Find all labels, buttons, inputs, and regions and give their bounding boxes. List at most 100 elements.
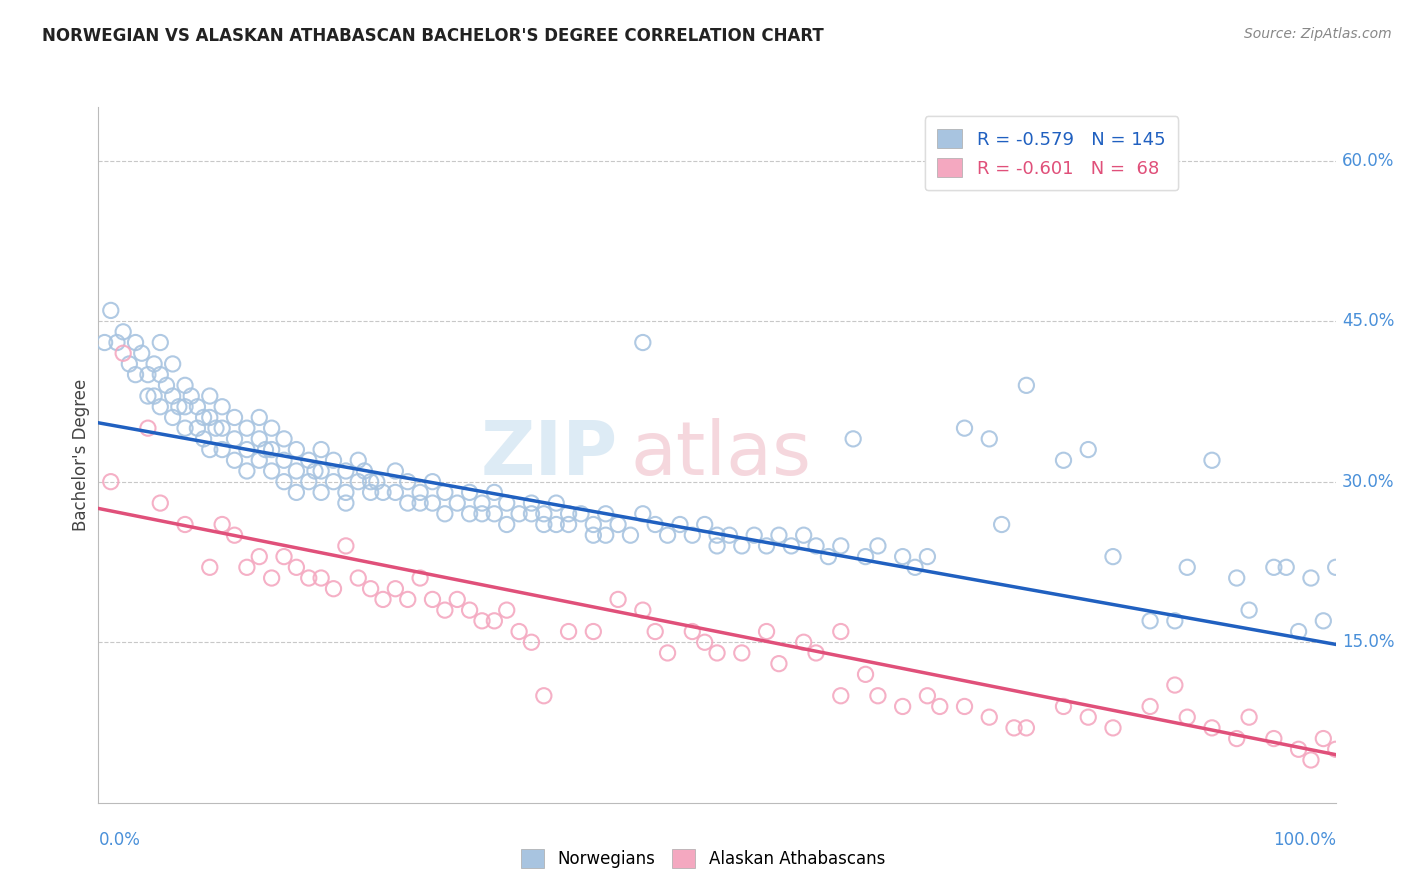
- Point: [433, 485, 456, 500]
- Point: [990, 517, 1012, 532]
- Point: [285, 560, 308, 574]
- Point: [186, 421, 208, 435]
- Point: [681, 624, 703, 639]
- Text: NORWEGIAN VS ALASKAN ATHABASCAN BACHELOR'S DEGREE CORRELATION CHART: NORWEGIAN VS ALASKAN ATHABASCAN BACHELOR…: [42, 27, 824, 45]
- Point: [557, 624, 579, 639]
- Point: [1263, 560, 1285, 574]
- Point: [484, 485, 506, 500]
- Point: [644, 624, 666, 639]
- Point: [143, 357, 166, 371]
- Point: [780, 539, 803, 553]
- Point: [1002, 721, 1025, 735]
- Point: [254, 442, 277, 457]
- Point: [100, 303, 122, 318]
- Point: [546, 496, 568, 510]
- Point: [304, 464, 326, 478]
- Point: [143, 389, 166, 403]
- Point: [1077, 442, 1099, 457]
- Point: [706, 528, 728, 542]
- Text: 0.0%: 0.0%: [98, 830, 141, 848]
- Point: [1077, 710, 1099, 724]
- Point: [260, 421, 283, 435]
- Point: [236, 442, 259, 457]
- Point: [520, 635, 543, 649]
- Point: [298, 453, 321, 467]
- Point: [247, 432, 270, 446]
- Point: [422, 496, 444, 510]
- Point: [706, 646, 728, 660]
- Point: [582, 624, 605, 639]
- Point: [546, 517, 568, 532]
- Point: [149, 368, 172, 382]
- Point: [124, 335, 146, 350]
- Point: [347, 453, 370, 467]
- Point: [669, 517, 692, 532]
- Point: [471, 507, 494, 521]
- Point: [1139, 699, 1161, 714]
- Point: [533, 517, 555, 532]
- Point: [582, 528, 605, 542]
- Point: [335, 485, 357, 500]
- Point: [1312, 614, 1334, 628]
- Point: [136, 368, 159, 382]
- Point: [149, 400, 172, 414]
- Point: [260, 442, 283, 457]
- Point: [1226, 731, 1249, 746]
- Point: [309, 571, 332, 585]
- Point: [508, 507, 530, 521]
- Point: [422, 592, 444, 607]
- Point: [371, 485, 394, 500]
- Point: [793, 635, 815, 649]
- Point: [557, 507, 579, 521]
- Point: [309, 485, 332, 500]
- Point: [657, 646, 679, 660]
- Point: [112, 325, 135, 339]
- Point: [693, 517, 716, 532]
- Point: [458, 603, 481, 617]
- Point: [891, 699, 914, 714]
- Point: [718, 528, 741, 542]
- Point: [979, 432, 1001, 446]
- Point: [953, 699, 976, 714]
- Point: [1201, 453, 1223, 467]
- Point: [830, 624, 852, 639]
- Point: [1175, 560, 1198, 574]
- Point: [211, 517, 233, 532]
- Text: 60.0%: 60.0%: [1341, 152, 1395, 169]
- Point: [360, 582, 382, 596]
- Point: [1288, 624, 1310, 639]
- Point: [855, 549, 877, 564]
- Point: [247, 410, 270, 425]
- Point: [298, 571, 321, 585]
- Point: [285, 485, 308, 500]
- Point: [471, 614, 494, 628]
- Point: [247, 453, 270, 467]
- Point: [112, 346, 135, 360]
- Point: [495, 603, 517, 617]
- Point: [198, 442, 221, 457]
- Point: [866, 689, 889, 703]
- Point: [174, 378, 197, 392]
- Point: [162, 389, 184, 403]
- Point: [396, 592, 419, 607]
- Point: [347, 475, 370, 489]
- Point: [1324, 560, 1347, 574]
- Point: [384, 582, 406, 596]
- Point: [1139, 614, 1161, 628]
- Point: [422, 475, 444, 489]
- Point: [891, 549, 914, 564]
- Point: [366, 475, 388, 489]
- Point: [1288, 742, 1310, 756]
- Text: 45.0%: 45.0%: [1341, 312, 1395, 330]
- Point: [1275, 560, 1298, 574]
- Point: [830, 689, 852, 703]
- Point: [706, 539, 728, 553]
- Point: [309, 464, 332, 478]
- Point: [1299, 753, 1322, 767]
- Point: [180, 389, 202, 403]
- Point: [569, 507, 592, 521]
- Point: [198, 389, 221, 403]
- Point: [1175, 710, 1198, 724]
- Point: [149, 496, 172, 510]
- Point: [136, 389, 159, 403]
